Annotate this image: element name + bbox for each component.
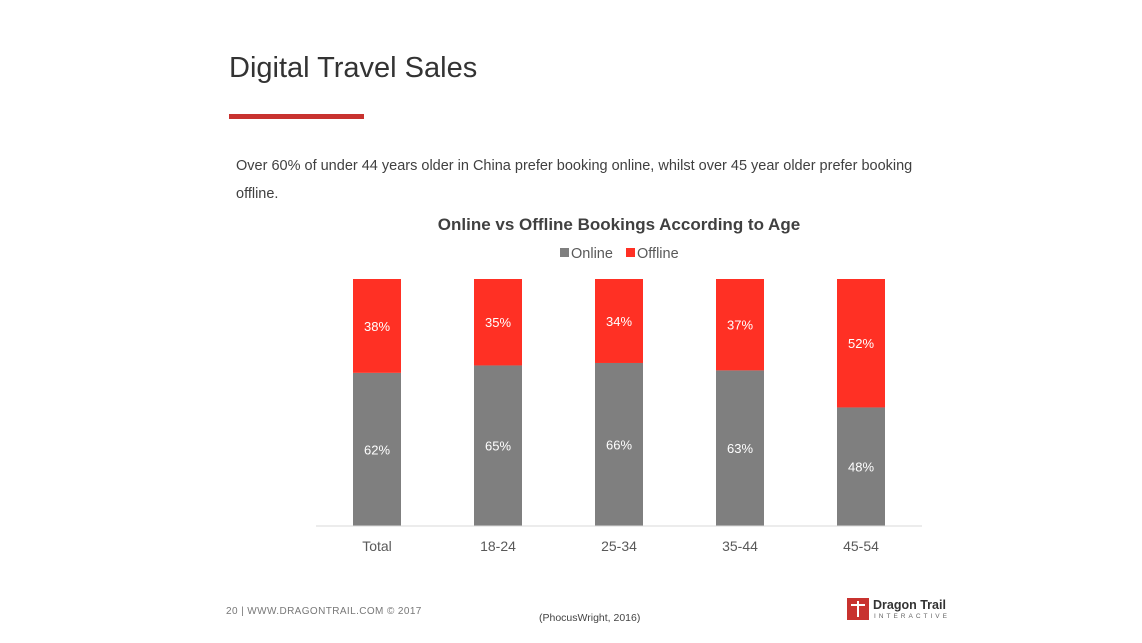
- x-axis-ticks: Total 18-24 25-34 35-44 45-54: [362, 538, 879, 554]
- slide-subtitle: Over 60% of under 44 years older in Chin…: [236, 158, 913, 202]
- data-label-offline-Total: 38%: [364, 319, 390, 334]
- source-citation: (PhocusWright, 2016): [539, 612, 641, 624]
- bar-group: 62% 38% 65% 35% 66% 34% 63% 37% 48% 52%: [353, 279, 885, 526]
- legend-swatch-online: [560, 248, 569, 257]
- bar-online-35-44: [716, 370, 764, 526]
- bar-offline-25-34: [595, 279, 643, 363]
- data-label-offline-35-44: 37%: [727, 318, 753, 333]
- x-tick-label: 35-44: [722, 538, 758, 554]
- data-label-online-25-34: 66%: [606, 437, 632, 452]
- bar-offline-35-44: [716, 279, 764, 371]
- x-tick-label: 18-24: [480, 538, 516, 554]
- legend-swatch-offline: [626, 248, 635, 257]
- legend-label-online: Online: [571, 246, 613, 262]
- bar-online-Total: [353, 372, 401, 526]
- bar-offline-Total: [353, 279, 401, 373]
- slide-title: Digital Travel Sales: [229, 52, 478, 84]
- data-label-offline-18-24: 35%: [485, 315, 511, 330]
- data-label-online-35-44: 63%: [727, 441, 753, 456]
- data-label-online-18-24: 65%: [485, 439, 511, 454]
- data-label-offline-45-54: 52%: [848, 336, 874, 351]
- bar-online-45-54: [837, 407, 885, 526]
- footer-site: | WWW.DRAGONTRAIL.COM © 2017: [241, 606, 422, 617]
- x-tick-label: 25-34: [601, 538, 637, 554]
- bar-online-18-24: [474, 365, 522, 526]
- legend-label-offline: Offline: [637, 246, 679, 262]
- data-label-offline-25-34: 34%: [606, 314, 632, 329]
- dragon-trail-logo: Dragon Trail INTERACTIVE: [847, 598, 947, 624]
- x-tick-label: Total: [362, 538, 392, 554]
- bar-offline-18-24: [474, 279, 522, 366]
- logo-tagline: INTERACTIVE: [874, 613, 950, 620]
- chart-legend: Online Offline: [560, 246, 679, 262]
- data-label-online-Total: 62%: [364, 442, 390, 457]
- footer-page-info: 20 | WWW.DRAGONTRAIL.COM © 2017: [226, 606, 422, 617]
- data-label-online-45-54: 48%: [848, 460, 874, 475]
- page-number: 20: [226, 606, 238, 617]
- logo-name: Dragon Trail: [873, 598, 946, 612]
- x-tick-label: 45-54: [843, 538, 879, 554]
- title-accent-line: [229, 114, 364, 119]
- chart-title: Online vs Offline Bookings According to …: [438, 215, 800, 234]
- bar-offline-45-54: [837, 279, 885, 408]
- logo-mark-icon: [847, 598, 869, 620]
- bar-online-25-34: [595, 362, 643, 526]
